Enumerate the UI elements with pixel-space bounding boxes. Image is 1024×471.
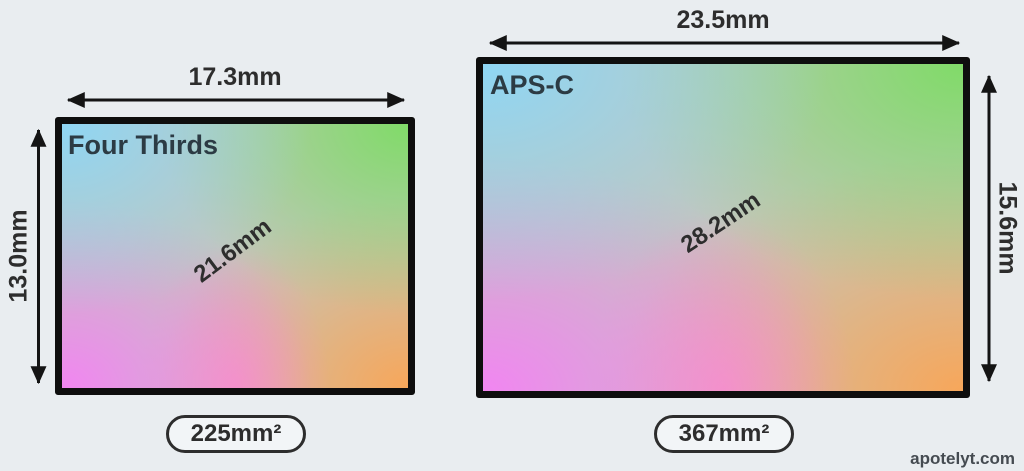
aps-c-sensor-rect	[476, 57, 970, 398]
four-thirds-sensor-rect	[55, 117, 415, 395]
aps-c-height-label: 15.6mm	[993, 181, 1022, 275]
aps-c-width-label: 23.5mm	[676, 6, 770, 34]
watermark: apotelyt.com	[910, 449, 1015, 468]
four-thirds-area-badge: 225mm²	[166, 415, 306, 453]
four-thirds-height-label: 13.0mm	[4, 209, 33, 303]
aps-c-label: APS-C	[490, 70, 575, 100]
four-thirds-width-label: 17.3mm	[188, 63, 282, 91]
four-thirds-label: Four Thirds	[68, 130, 218, 160]
four-thirds-area-value: 225mm²	[190, 420, 282, 447]
aps-c-area-badge: 367mm²	[654, 415, 794, 453]
aps-c-area-value: 367mm²	[678, 420, 770, 447]
